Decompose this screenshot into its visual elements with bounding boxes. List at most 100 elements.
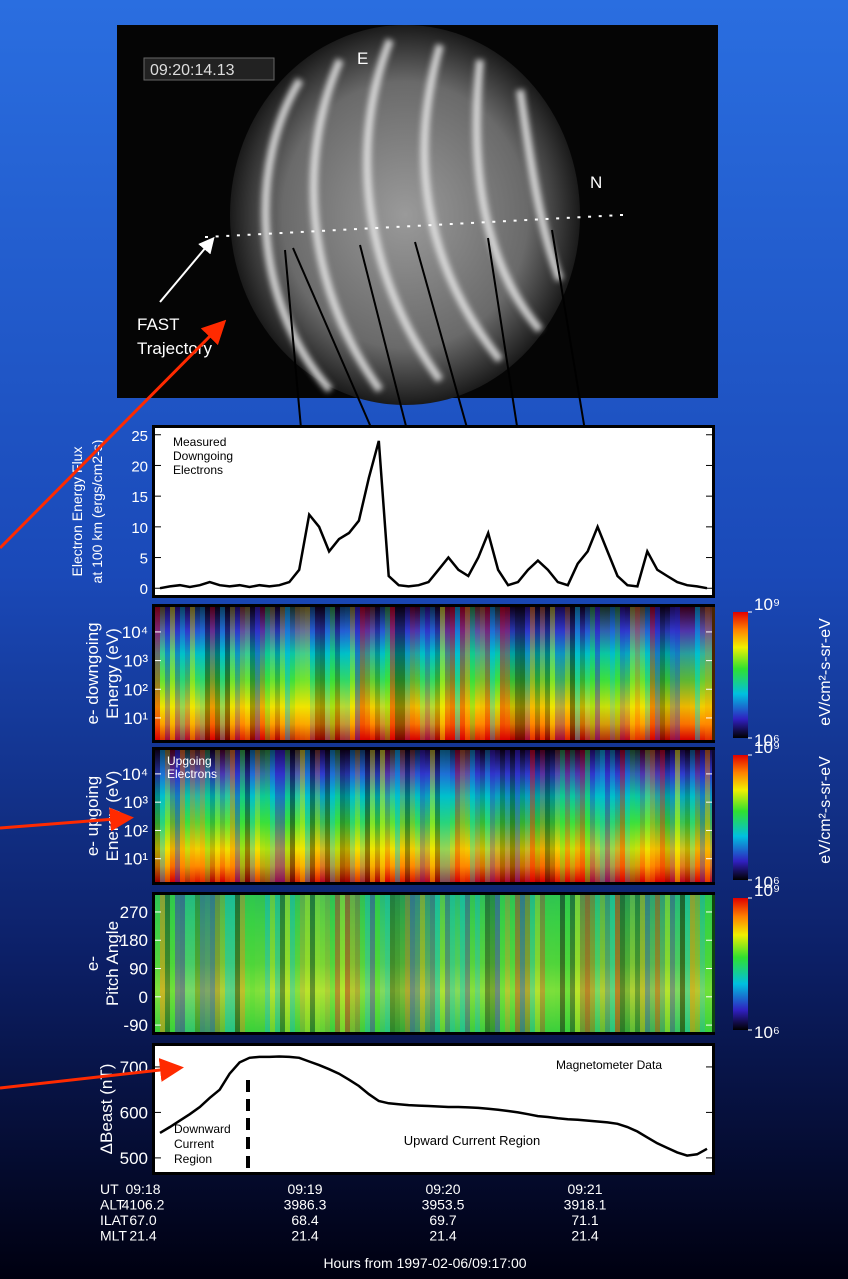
- spectrogram-texture: [270, 750, 275, 882]
- annotation: Electrons: [173, 463, 223, 477]
- spectrogram-texture: [200, 607, 205, 740]
- spectrogram-texture: [680, 607, 685, 740]
- trajectory-dot: [215, 235, 219, 238]
- spectrogram-texture: [705, 895, 710, 1032]
- spectrogram-texture: [165, 750, 170, 882]
- spectrogram-texture: [490, 750, 495, 882]
- spectrogram-texture: [310, 895, 315, 1032]
- table-label: ILAT: [100, 1212, 129, 1228]
- spectrogram-texture: [630, 895, 635, 1032]
- spectrogram-texture: [285, 750, 290, 882]
- y-tick-label: 600: [120, 1103, 148, 1122]
- spectrogram-texture: [625, 607, 630, 740]
- trajectory-dot: [556, 217, 560, 220]
- spectrogram-texture: [330, 895, 335, 1032]
- annotation: Upward Current Region: [404, 1133, 541, 1148]
- spectrogram-texture: [185, 607, 190, 740]
- spectrogram-texture: [360, 895, 365, 1032]
- spectrogram-texture: [345, 607, 350, 740]
- spectrogram-texture: [535, 750, 540, 882]
- spectrogram-texture: [390, 607, 395, 740]
- spectrogram-texture: [455, 895, 460, 1032]
- spectrogram-texture: [525, 750, 530, 882]
- spectrogram-texture: [410, 607, 415, 740]
- y-tick-label: 10: [131, 520, 148, 537]
- spectrogram-texture: [335, 607, 340, 740]
- spectrogram-texture: [330, 750, 335, 882]
- spectrogram-texture: [690, 895, 695, 1032]
- spectrogram-texture: [210, 895, 215, 1032]
- y-tick-label: 10³: [123, 652, 148, 671]
- annotation: Upgoing: [167, 754, 212, 768]
- table-value: 09:21: [567, 1181, 602, 1197]
- spectrogram-texture: [505, 750, 510, 882]
- spectrogram-texture: [255, 607, 260, 740]
- spectrogram-texture: [190, 607, 195, 740]
- trajectory-dot: [598, 215, 602, 218]
- trajectory-dot: [439, 223, 443, 226]
- spectrogram-texture: [710, 750, 715, 882]
- spectrogram-texture: [240, 750, 245, 882]
- spectrogram-texture: [660, 750, 665, 882]
- spectrogram-texture: [285, 607, 290, 740]
- spectrogram-texture: [610, 607, 615, 740]
- spectrogram-texture: [245, 750, 250, 882]
- trajectory-dot: [343, 228, 347, 231]
- spectrogram-texture: [190, 750, 195, 882]
- spectrogram-texture: [590, 895, 595, 1032]
- trajectory-dot: [513, 219, 517, 222]
- spectrogram-texture: [380, 607, 385, 740]
- spectrogram-texture: [420, 895, 425, 1032]
- spectrogram-texture: [230, 607, 235, 740]
- table-value: 21.4: [129, 1228, 156, 1244]
- spectrogram-texture: [210, 607, 215, 740]
- y-tick-label: 5: [140, 551, 148, 568]
- spectrogram-texture: [700, 750, 705, 882]
- spectrogram-texture: [180, 750, 185, 882]
- y-tick-label: 90: [129, 960, 148, 979]
- spectrogram-texture: [485, 750, 490, 882]
- spectrogram-texture: [180, 895, 185, 1032]
- colorbar-tick-label: 10⁶: [754, 731, 780, 750]
- panel: 10⁹ 10⁶ 10⁴ 10³ 10² 10¹ e- downgoing Energy (eV…: [83, 595, 780, 750]
- spectrogram-texture: [510, 750, 515, 882]
- spectrogram-texture: [580, 895, 585, 1032]
- spectrogram-texture: [300, 895, 305, 1032]
- spectrogram-texture: [575, 750, 580, 882]
- spectrogram-texture: [185, 750, 190, 882]
- spectrogram-texture: [615, 895, 620, 1032]
- table-value: 21.4: [571, 1228, 598, 1244]
- spectrogram-texture: [350, 607, 355, 740]
- spectrogram-texture: [245, 607, 250, 740]
- spectrogram-texture: [425, 895, 430, 1032]
- spectrogram-texture: [550, 607, 555, 740]
- spectrogram-texture: [525, 607, 530, 740]
- trajectory-dot: [428, 224, 432, 227]
- colorbar-unit: eV/cm²-s-sr-eV: [817, 756, 834, 864]
- spectrogram-texture: [400, 607, 405, 740]
- spectrogram-texture: [635, 750, 640, 882]
- trajectory-dot: [226, 234, 230, 237]
- spectrogram-texture: [590, 750, 595, 882]
- trajectory-dot: [502, 220, 506, 223]
- spectrogram-texture: [560, 895, 565, 1032]
- colorbar-unit: eV/cm²-s-sr-eV: [817, 618, 834, 726]
- spectrogram-texture: [545, 895, 550, 1032]
- spectrogram-texture: [385, 895, 390, 1032]
- spectrogram-texture: [205, 750, 210, 882]
- spectrogram-texture: [305, 750, 310, 882]
- y-axis-label: ΔBeast (nT): [97, 1064, 116, 1155]
- y-tick-label: 10²: [123, 821, 148, 840]
- trajectory-dot: [449, 223, 453, 226]
- spectrogram-texture: [580, 607, 585, 740]
- spectrogram-texture: [305, 607, 310, 740]
- table-value: 09:20: [425, 1181, 460, 1197]
- spectrogram-texture: [280, 895, 285, 1032]
- spectrogram-texture: [675, 895, 680, 1032]
- trajectory-dot: [492, 220, 496, 223]
- spectrogram-texture: [610, 750, 615, 882]
- spectrogram-texture: [320, 607, 325, 740]
- spectrogram-texture: [555, 607, 560, 740]
- spectrogram-texture: [475, 895, 480, 1032]
- spectrogram-texture: [695, 750, 700, 882]
